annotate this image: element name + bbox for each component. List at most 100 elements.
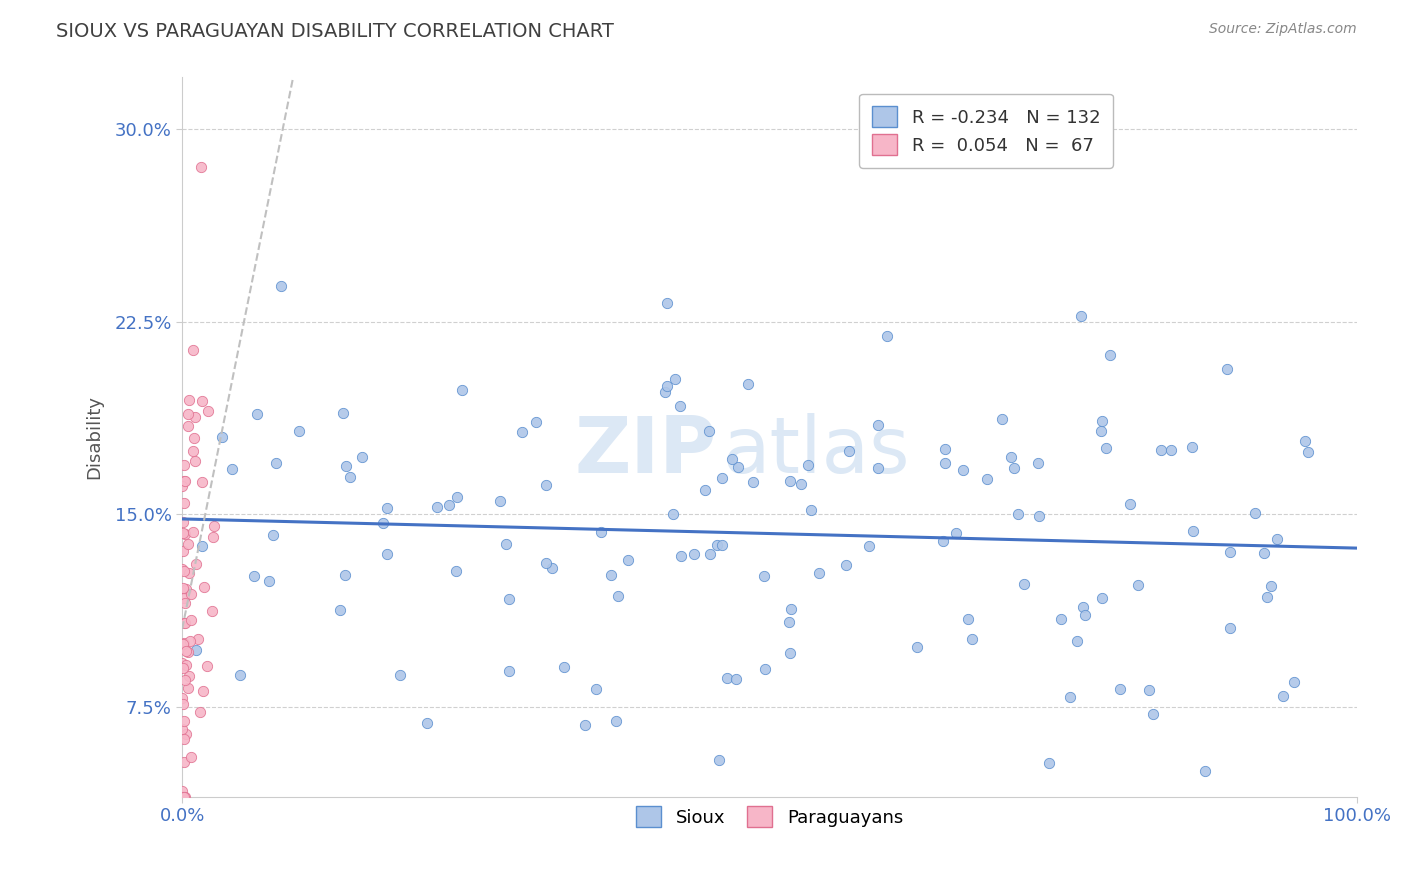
Point [1071,600,1094,615]
Point [446,564,468,578]
Point [725,673,748,687]
Text: SIOUX VS PARAGUAYAN DISABILITY CORRELATION CHART: SIOUX VS PARAGUAYAN DISABILITY CORRELATI… [56,22,614,41]
Point [697,425,720,439]
Point [1049,612,1071,626]
Point [1091,591,1114,605]
Point [727,459,749,474]
Point [371,516,394,530]
Text: atlas: atlas [723,414,910,490]
Point [737,377,759,392]
Point [288,424,311,438]
Point [172,478,194,492]
Point [375,501,398,516]
Point [932,533,955,548]
Point [800,503,823,517]
Point [177,669,200,683]
Point [905,640,928,655]
Point [1137,682,1160,697]
Point [172,637,194,651]
Point [172,562,194,576]
Point [991,412,1014,426]
Legend: Sioux, Paraguayans: Sioux, Paraguayans [628,799,910,835]
Point [779,474,801,488]
Point [1095,441,1118,455]
Point [201,530,224,544]
Point [1160,442,1182,457]
Point [1244,506,1267,520]
Point [181,343,204,358]
Point [585,682,607,697]
Point [173,755,195,769]
Point [540,560,562,574]
Point [754,662,776,676]
Point [524,415,547,429]
Point [177,681,200,695]
Point [1028,456,1050,470]
Point [339,470,361,484]
Point [699,547,721,561]
Point [191,475,214,489]
Point [333,568,356,582]
Point [1012,577,1035,591]
Point [1109,682,1132,697]
Point [655,379,678,393]
Point [1271,689,1294,703]
Point [172,691,194,706]
Point [177,393,200,408]
Point [838,444,860,458]
Point [173,615,195,630]
Point [177,419,200,434]
Point [796,458,818,472]
Point [179,633,201,648]
Point [790,477,813,491]
Point [180,587,202,601]
Point [173,591,195,605]
Point [335,458,357,473]
Point [243,569,266,583]
Text: ZIP: ZIP [575,414,717,490]
Point [1253,546,1275,560]
Point [599,567,621,582]
Point [173,615,195,630]
Point [1066,633,1088,648]
Point [179,566,201,581]
Point [181,524,204,539]
Point [187,632,209,647]
Point [388,667,411,681]
Point [173,564,195,578]
Point [416,715,439,730]
Point [1282,674,1305,689]
Point [270,278,292,293]
Point [183,432,205,446]
Point [174,527,197,541]
Point [669,399,692,413]
Point [1007,507,1029,521]
Point [707,753,730,767]
Point [1059,690,1081,704]
Point [1126,577,1149,591]
Point [184,409,207,424]
Point [174,582,197,596]
Point [976,472,998,486]
Point [221,462,243,476]
Point [1002,460,1025,475]
Point [1070,309,1092,323]
Point [1182,524,1205,539]
Point [574,718,596,732]
Text: Source: ZipAtlas.com: Source: ZipAtlas.com [1209,22,1357,37]
Point [184,558,207,572]
Point [710,471,733,485]
Point [174,673,197,687]
Point [197,403,219,417]
Point [173,458,195,472]
Point [426,500,449,514]
Point [605,714,627,728]
Point [211,430,233,444]
Point [1028,508,1050,523]
Point [172,526,194,541]
Point [172,697,194,711]
Point [257,574,280,588]
Point [191,684,214,698]
Point [172,722,194,736]
Point [1000,450,1022,464]
